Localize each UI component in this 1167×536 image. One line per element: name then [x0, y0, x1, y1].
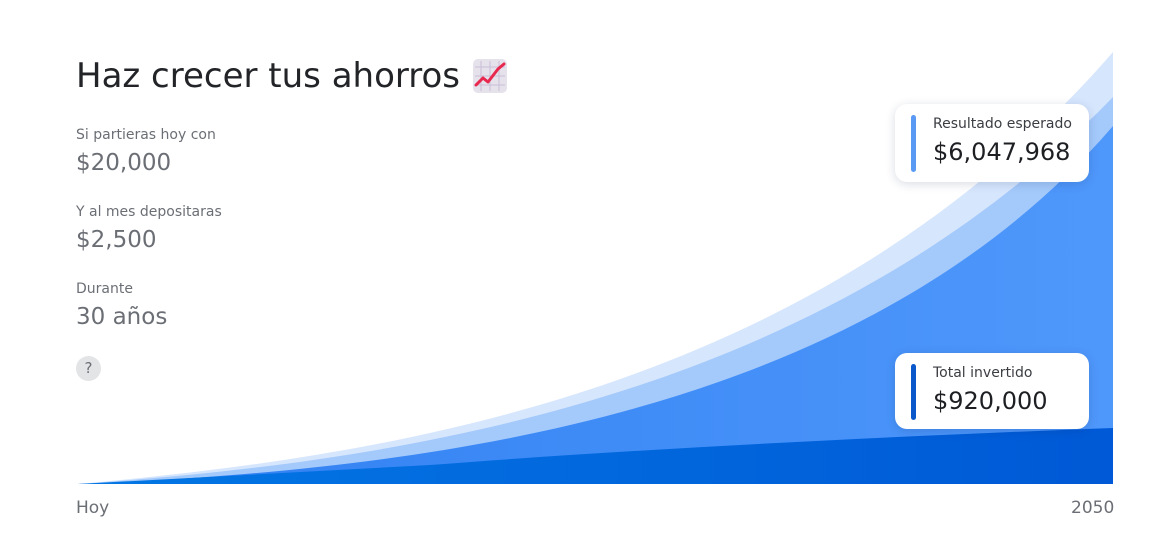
expected-result-value: $6,047,968 — [933, 138, 1071, 166]
page-title-text: Haz crecer tus ahorros — [76, 56, 461, 96]
expected-result-indicator — [911, 115, 916, 172]
duration-field[interactable]: Durante 30 años — [76, 280, 167, 332]
timeline-end-label: 2050 — [1071, 498, 1115, 518]
total-invested-indicator — [911, 364, 916, 420]
timeline-start-label: Hoy — [76, 498, 110, 518]
monthly-deposit-value[interactable]: $2,500 — [76, 227, 157, 253]
invested-area — [78, 428, 1113, 484]
expected-result-label: Resultado esperado — [933, 116, 1072, 132]
initial-amount-field[interactable]: Si partieras hoy con $20,000 — [76, 126, 216, 178]
projection-area-expected — [78, 126, 1113, 484]
total-invested-value: $920,000 — [933, 387, 1048, 415]
chart-increasing-icon — [472, 58, 508, 94]
expected-result-card: Resultado esperado $6,047,968 — [895, 104, 1089, 182]
total-invested-card: Total invertido $920,000 — [895, 353, 1089, 429]
duration-label: Durante — [76, 281, 133, 297]
monthly-deposit-label: Y al mes depositaras — [76, 204, 222, 220]
total-invested-label: Total invertido — [933, 365, 1033, 381]
initial-amount-value[interactable]: $20,000 — [76, 150, 172, 176]
page-title: Haz crecer tus ahorros — [76, 56, 508, 96]
initial-amount-label: Si partieras hoy con — [76, 127, 216, 143]
monthly-deposit-field[interactable]: Y al mes depositaras $2,500 — [76, 203, 222, 255]
help-button[interactable]: ? — [76, 356, 101, 381]
duration-value[interactable]: 30 años — [76, 304, 168, 330]
